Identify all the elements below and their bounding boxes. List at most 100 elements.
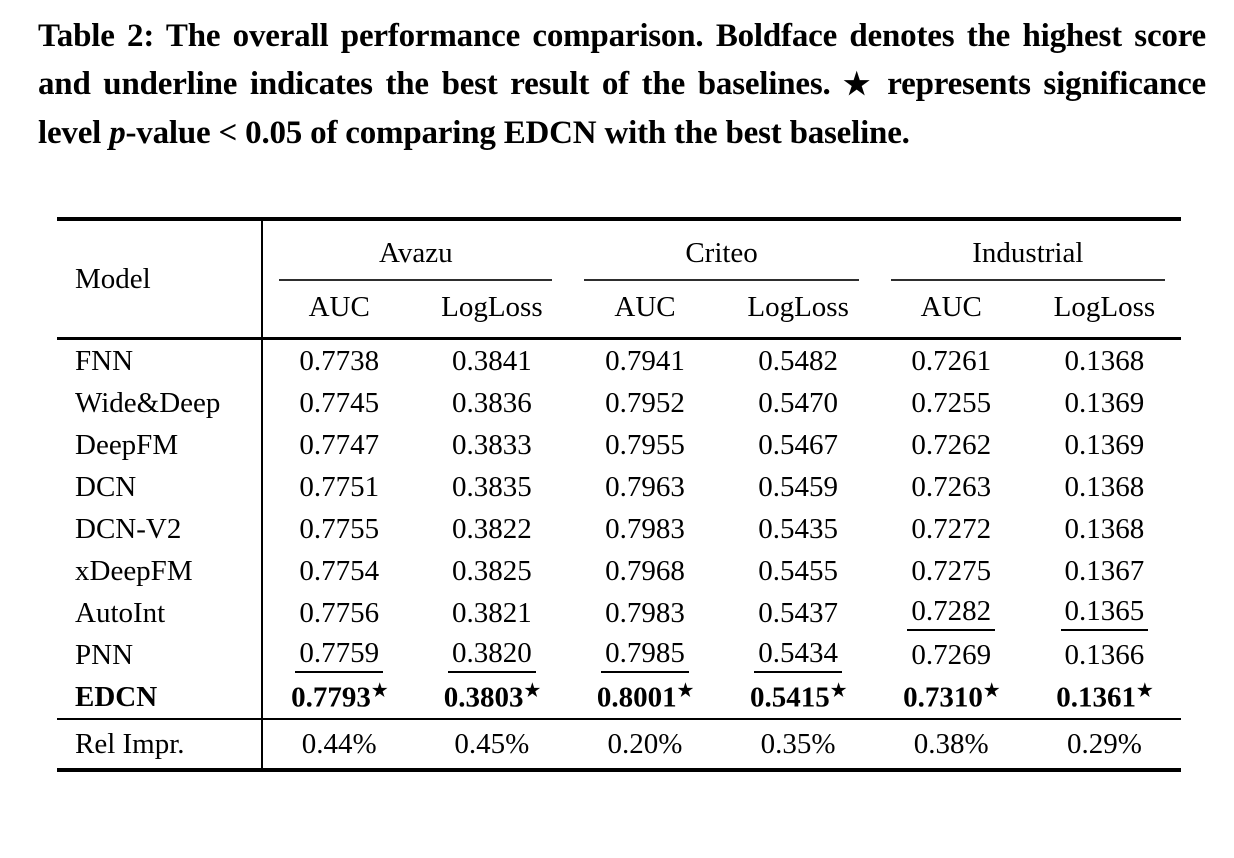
metric-value: 0.7747: [299, 428, 380, 461]
rel-impr-value: 0.45%: [454, 727, 530, 760]
metric-value: 0.1369: [1064, 428, 1145, 461]
rel-impr-value: 0.38%: [913, 727, 989, 760]
caption-star-glyph: ★: [843, 68, 875, 101]
metric-header-avazu-auc: AUC: [262, 281, 416, 340]
group-header-avazu: Avazu: [262, 219, 568, 281]
performance-table: Model Avazu Criteo Industrial AUC LogLos…: [57, 217, 1181, 772]
caption-text: -value < 0.05 of comparing EDCN with the…: [125, 115, 910, 151]
table-row-edcn: EDCN 0.7793★ 0.3803★ 0.8001★ 0.5415★ 0.7310★ 0…: [57, 676, 1181, 720]
metric-value-cell: 0.7755: [262, 508, 415, 550]
metric-value: 0.7275: [911, 554, 992, 587]
model-name: DCN-V2: [57, 508, 264, 550]
table-row-dcn: DCN 0.7751 0.3835 0.7963 0.5459 0.7263 0.1368: [57, 466, 1181, 508]
metric-value: 0.7262: [911, 428, 992, 461]
best-score-value: 0.1361: [1056, 681, 1136, 714]
metric-value-cell: 0.1366: [1028, 634, 1181, 676]
metric-value: 0.3825: [451, 554, 532, 587]
rel-impr-label: Rel Impr.: [57, 719, 264, 770]
group-label: Avazu: [279, 237, 553, 281]
metric-header-industrial-logloss: LogLoss: [1027, 281, 1181, 340]
metric-value-cell: 0.7793★: [262, 676, 416, 720]
metric-value-cell: 0.5467: [722, 424, 875, 466]
significance-star-icon: ★: [524, 679, 541, 700]
metric-value-cell: 0.1369: [1028, 424, 1181, 466]
metric-value: 0.7756: [299, 596, 380, 629]
metric-value: 0.7941: [605, 344, 685, 377]
header-metric-row: AUC LogLoss AUC LogLoss AUC LogLoss: [57, 281, 1181, 340]
metric-value-cell: 0.7282: [875, 592, 1028, 634]
metric-value-cell: 0.1365: [1028, 592, 1181, 634]
metric-value: 0.3822: [451, 512, 532, 545]
metric-value-cell: 0.7751: [262, 466, 415, 508]
metric-value-cell: 0.5435: [722, 508, 875, 550]
caption-text: Table 2: The overall performance compari…: [38, 18, 1206, 102]
metric-header-avazu-logloss: LogLoss: [415, 281, 569, 340]
metric-value-cell: 0.7983: [568, 508, 721, 550]
metric-value-cell: 0.7754: [262, 550, 415, 592]
best-baseline-value: 0.3820: [447, 638, 536, 674]
model-name: xDeepFM: [57, 550, 264, 592]
metric-value: 0.3836: [451, 386, 532, 419]
metric-value-cell: 0.3841: [415, 339, 568, 383]
table-body: FNN 0.7738 0.3841 0.7941 0.5482 0.7261 0.1368 W…: [57, 338, 1181, 720]
group-label: Criteo: [584, 237, 859, 281]
metric-value-cell: 0.7745: [262, 382, 415, 424]
table-row-dcn-v2: DCN-V2 0.7755 0.3822 0.7983 0.5435 0.7272 0.13…: [57, 508, 1181, 550]
model-column-header: Model: [57, 219, 264, 340]
metric-value-cell: 0.7263: [875, 466, 1028, 508]
metric-value: 0.7755: [299, 512, 380, 545]
metric-value: 0.7751: [299, 470, 380, 503]
metric-value-cell: 0.1368: [1028, 466, 1181, 508]
model-name: DCN: [57, 466, 264, 508]
table-row-autoint: AutoInt 0.7756 0.3821 0.7983 0.5437 0.7282 0.1…: [57, 592, 1181, 634]
metric-value-cell: 0.7261: [875, 339, 1028, 383]
metric-value: 0.5435: [758, 512, 838, 545]
best-score-value: 0.7310: [903, 681, 983, 714]
metric-value: 0.7269: [911, 638, 992, 671]
rel-impr-row: Rel Impr. 0.44% 0.45% 0.20% 0.35% 0.38% …: [57, 719, 1181, 770]
metric-value: 0.7754: [299, 554, 380, 587]
metric-value-cell: 0.3821: [415, 592, 568, 634]
best-score-value: 0.8001: [596, 681, 677, 714]
metric-value-cell: 0.3833: [415, 424, 568, 466]
metric-value: 0.7983: [605, 512, 685, 545]
metric-value-cell: 0.7255: [875, 382, 1028, 424]
header-group-row: Model Avazu Criteo Industrial: [57, 219, 1181, 340]
metric-value: 0.1367: [1064, 554, 1145, 587]
metric-value-cell: 0.3825: [415, 550, 568, 592]
model-name: FNN: [57, 338, 264, 382]
metric-value-cell: 0.7983: [568, 592, 721, 634]
best-baseline-value: 0.1365: [1060, 596, 1149, 632]
metric-value-cell: 0.1368: [1028, 508, 1181, 550]
metric-value-cell: 0.7952: [568, 382, 721, 424]
metric-value: 0.5459: [758, 470, 838, 503]
metric-value-cell: 0.1368: [1028, 339, 1181, 383]
metric-value-cell: 0.5482: [722, 339, 875, 383]
metric-value: 0.7955: [605, 428, 685, 461]
table-caption: Table 2: The overall performance compari…: [38, 12, 1206, 157]
metric-value-cell: 0.7269: [875, 634, 1028, 676]
metric-value: 0.7983: [605, 596, 685, 629]
metric-header-industrial-auc: AUC: [874, 281, 1028, 340]
table-row-fnn: FNN 0.7738 0.3841 0.7941 0.5482 0.7261 0.1368: [57, 338, 1181, 383]
best-score-value: 0.5415: [749, 681, 830, 714]
rel-impr-value: 0.44%: [301, 727, 377, 760]
metric-value: 0.7738: [299, 344, 380, 377]
significance-star-icon: ★: [677, 679, 694, 700]
metric-value: 0.7745: [299, 386, 380, 419]
metric-value: 0.3833: [451, 428, 532, 461]
metric-header-criteo-auc: AUC: [568, 281, 722, 340]
metric-value-cell: 0.3836: [415, 382, 568, 424]
metric-value-cell: 0.7275: [875, 550, 1028, 592]
best-baseline-value: 0.7759: [295, 638, 384, 674]
caption-text: represents significance level: [38, 66, 1207, 151]
metric-value: 0.1368: [1064, 344, 1145, 377]
metric-value-cell: 0.3803★: [415, 676, 569, 720]
metric-value: 0.5470: [758, 386, 838, 419]
metric-value-cell: 0.7955: [568, 424, 721, 466]
rel-impr-value: 0.35%: [760, 727, 836, 760]
metric-value: 0.1366: [1064, 638, 1145, 671]
metric-value-cell: 0.7941: [568, 339, 721, 383]
metric-value-cell: 0.1369: [1028, 382, 1181, 424]
metric-value-cell: 0.7759: [262, 634, 415, 676]
